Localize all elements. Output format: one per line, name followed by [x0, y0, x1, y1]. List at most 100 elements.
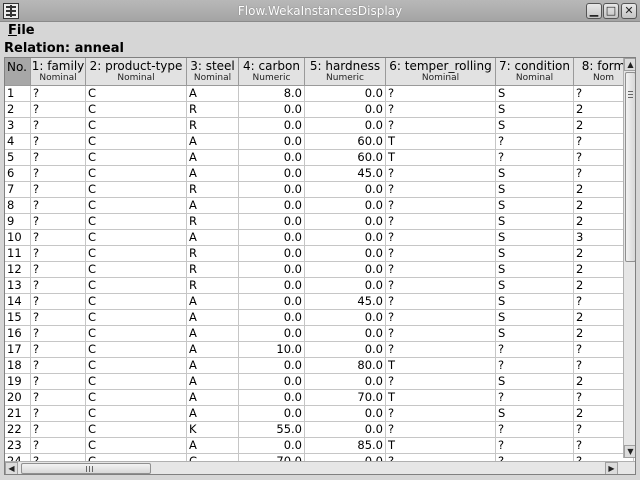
table-cell[interactable]: ? — [31, 374, 86, 390]
instances-table[interactable]: No. 1: family Nominal 2: product-type Nomina… — [4, 57, 636, 475]
table-cell[interactable]: 0.0 — [239, 166, 305, 182]
table-cell[interactable]: K — [187, 422, 239, 438]
row-number-cell[interactable]: 11 — [5, 246, 31, 262]
table-cell[interactable]: ? — [386, 214, 496, 230]
table-cell[interactable]: 0.0 — [305, 262, 386, 278]
table-cell[interactable]: ? — [386, 166, 496, 182]
table-row[interactable]: 15? C A 0.0 0.0? S 2 — [5, 310, 634, 326]
table-cell[interactable]: 0.0 — [305, 278, 386, 294]
table-cell[interactable]: 10.0 — [239, 342, 305, 358]
table-cell[interactable]: ? — [386, 406, 496, 422]
table-cell[interactable]: S — [496, 326, 574, 342]
table-cell[interactable]: 0.0 — [239, 326, 305, 342]
table-cell[interactable]: ? — [31, 118, 86, 134]
table-cell[interactable]: 0.0 — [239, 246, 305, 262]
table-cell[interactable]: C — [86, 278, 187, 294]
table-cell[interactable]: A — [187, 230, 239, 246]
table-cell[interactable]: T — [386, 150, 496, 166]
row-number-cell[interactable]: 17 — [5, 342, 31, 358]
table-cell[interactable]: 45.0 — [305, 166, 386, 182]
table-cell[interactable]: 85.0 — [305, 438, 386, 454]
table-cell[interactable]: ? — [496, 342, 574, 358]
table-cell[interactable]: ? — [386, 230, 496, 246]
table-cell[interactable]: ? — [31, 326, 86, 342]
table-row[interactable]: 20? C A 0.0 70.0 T?? — [5, 390, 634, 406]
table-row[interactable]: 17? C A 10.0 0.0??? — [5, 342, 634, 358]
table-cell[interactable]: 0.0 — [305, 86, 386, 102]
table-cell[interactable]: C — [86, 150, 187, 166]
vertical-scrollbar[interactable]: ▲ ▼ — [623, 58, 635, 458]
table-cell[interactable]: 0.0 — [305, 102, 386, 118]
table-cell[interactable]: C — [86, 358, 187, 374]
table-cell[interactable]: S — [496, 294, 574, 310]
table-cell[interactable]: ? — [31, 390, 86, 406]
table-cell[interactable]: C — [86, 438, 187, 454]
table-cell[interactable]: 45.0 — [305, 294, 386, 310]
table-cell[interactable]: 0.0 — [305, 246, 386, 262]
table-cell[interactable]: 0.0 — [239, 182, 305, 198]
table-cell[interactable]: S — [496, 182, 574, 198]
column-header[interactable]: 7: condition Nominal — [496, 58, 574, 86]
table-cell[interactable]: C — [86, 118, 187, 134]
table-cell[interactable]: ? — [31, 86, 86, 102]
table-cell[interactable]: ? — [386, 118, 496, 134]
horizontal-scroll-thumb[interactable] — [21, 463, 151, 474]
table-cell[interactable]: 0.0 — [239, 438, 305, 454]
table-cell[interactable]: 0.0 — [305, 118, 386, 134]
table-cell[interactable]: 0.0 — [239, 214, 305, 230]
table-cell[interactable]: A — [187, 134, 239, 150]
table-cell[interactable]: A — [187, 390, 239, 406]
table-cell[interactable]: ? — [386, 342, 496, 358]
table-cell[interactable]: S — [496, 310, 574, 326]
table-cell[interactable]: T — [386, 358, 496, 374]
table-cell[interactable]: ? — [386, 374, 496, 390]
column-header[interactable]: 4: carbon Numeric — [239, 58, 305, 86]
table-cell[interactable]: R — [187, 262, 239, 278]
table-cell[interactable]: ? — [31, 294, 86, 310]
table-row[interactable]: 23? C A 0.0 85.0 T?? — [5, 438, 634, 454]
row-number-cell[interactable]: 6 — [5, 166, 31, 182]
table-cell[interactable]: ? — [386, 198, 496, 214]
table-row[interactable]: 10? C A 0.0 0.0? S 3 — [5, 230, 634, 246]
table-cell[interactable]: C — [86, 294, 187, 310]
table-cell[interactable]: ? — [496, 358, 574, 374]
table-cell[interactable]: 0.0 — [239, 278, 305, 294]
table-cell[interactable]: R — [187, 214, 239, 230]
table-cell[interactable]: ? — [496, 422, 574, 438]
row-number-cell[interactable]: 9 — [5, 214, 31, 230]
table-cell[interactable]: T — [386, 438, 496, 454]
table-cell[interactable]: C — [86, 246, 187, 262]
table-cell[interactable]: ? — [31, 134, 86, 150]
table-cell[interactable]: R — [187, 182, 239, 198]
table-cell[interactable]: A — [187, 374, 239, 390]
table-cell[interactable]: 0.0 — [305, 198, 386, 214]
table-cell[interactable]: 0.0 — [305, 230, 386, 246]
table-cell[interactable]: ? — [31, 182, 86, 198]
table-cell[interactable]: 55.0 — [239, 422, 305, 438]
scroll-down-icon[interactable]: ▼ — [624, 445, 635, 458]
table-row[interactable]: 21? C A 0.0 0.0? S 2 — [5, 406, 634, 422]
table-cell[interactable]: 60.0 — [305, 134, 386, 150]
table-cell[interactable]: A — [187, 342, 239, 358]
table-cell[interactable]: ? — [386, 246, 496, 262]
table-cell[interactable]: 0.0 — [305, 342, 386, 358]
table-row[interactable]: 4? C A 0.0 60.0 T?? — [5, 134, 634, 150]
table-cell[interactable]: S — [496, 262, 574, 278]
row-number-cell[interactable]: 1 — [5, 86, 31, 102]
row-number-cell[interactable]: 20 — [5, 390, 31, 406]
table-cell[interactable]: 0.0 — [305, 374, 386, 390]
table-cell[interactable]: 0.0 — [239, 118, 305, 134]
table-cell[interactable]: 0.0 — [305, 182, 386, 198]
row-number-cell[interactable]: 8 — [5, 198, 31, 214]
row-number-cell[interactable]: 19 — [5, 374, 31, 390]
horizontal-scrollbar[interactable]: ◀ ▶ — [5, 461, 635, 474]
table-cell[interactable]: 0.0 — [239, 134, 305, 150]
column-header[interactable]: 5: hardness Numeric — [305, 58, 386, 86]
table-cell[interactable]: ? — [386, 326, 496, 342]
table-cell[interactable]: 0.0 — [305, 310, 386, 326]
table-cell[interactable]: C — [86, 102, 187, 118]
row-number-cell[interactable]: 4 — [5, 134, 31, 150]
table-cell[interactable]: ? — [31, 342, 86, 358]
table-cell[interactable]: S — [496, 198, 574, 214]
row-number-cell[interactable]: 21 — [5, 406, 31, 422]
